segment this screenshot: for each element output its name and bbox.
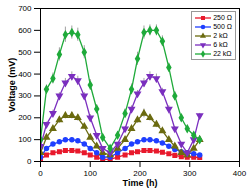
svg-text:600: 600 [18,26,32,35]
svg-text:Voltage (mV): Voltage (mV) [7,58,17,112]
svg-text:0: 0 [38,169,43,178]
svg-text:300: 300 [183,169,197,178]
svg-text:300: 300 [18,91,32,100]
svg-text:400: 400 [18,70,32,79]
html-text:22 kΩ: 22 kΩ [213,50,232,57]
svg-text:100: 100 [84,169,98,178]
html-text:6 kΩ: 6 kΩ [213,41,228,48]
svg-text:400: 400 [233,169,247,178]
html-text:2 kΩ: 2 kΩ [213,32,228,39]
svg-text:200: 200 [18,113,32,122]
svg-text:500: 500 [18,48,32,57]
svg-text:0: 0 [27,157,32,166]
svg-text:Time (h): Time (h) [123,178,158,188]
html-text:250 Ω: 250 Ω [213,14,232,21]
svg-text:700: 700 [18,4,32,13]
html-text:500 Ω: 500 Ω [213,23,232,30]
svg-text:200: 200 [133,169,147,179]
svg-text:100: 100 [18,135,32,144]
